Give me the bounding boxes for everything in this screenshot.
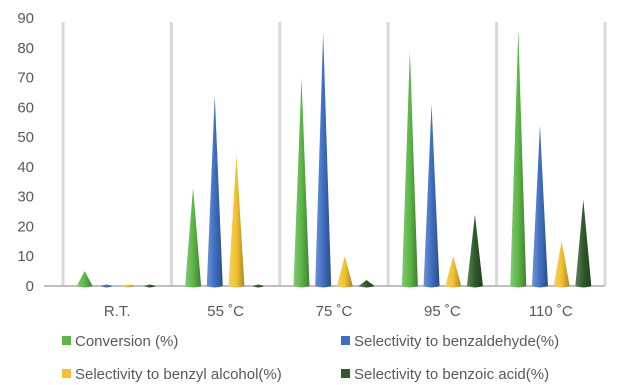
y-tick-label: 30: [17, 189, 34, 206]
cone-shape: [575, 199, 592, 288]
y-axis: 0 10 20 30 40 50 60 70 80 90: [17, 10, 34, 295]
cone-shape: [228, 154, 245, 288]
cone-shape: [76, 271, 93, 288]
cone-shape: [122, 284, 135, 288]
cone-shape: [510, 29, 527, 288]
cone-shape: [553, 241, 570, 288]
cone-shape: [401, 50, 418, 288]
cone-shape: [206, 95, 223, 288]
legend-label: Conversion (%): [75, 333, 178, 350]
cone-shape: [445, 256, 462, 288]
legend-swatch: [62, 336, 71, 345]
y-tick-label: 90: [17, 10, 34, 27]
y-tick-label: 60: [17, 99, 34, 116]
cone-bar: [206, 95, 223, 288]
cone-bar: [423, 104, 440, 288]
y-tick-label: 10: [17, 248, 34, 265]
cone-bar: [575, 199, 592, 288]
cone-shape: [315, 32, 332, 288]
y-tick-label: 20: [17, 218, 34, 235]
legend-item: Selectivity to benzyl alcohol(%): [62, 366, 282, 383]
y-tick-label: 70: [17, 70, 34, 87]
cone-bar: [122, 284, 135, 288]
cone-bar: [76, 271, 93, 288]
x-category-label: 110 ˚C: [529, 303, 573, 320]
x-category-label: R.T.: [104, 303, 131, 320]
cone-shape: [423, 104, 440, 288]
cone-bar: [510, 29, 527, 288]
legend-label: Selectivity to benzyl alcohol(%): [75, 366, 282, 383]
cone-bar: [143, 284, 156, 288]
x-category-label: 55 ˚C: [207, 303, 244, 320]
cone-shape: [466, 214, 483, 288]
cone-bar: [336, 256, 353, 288]
cone-shape: [358, 280, 375, 288]
x-category-label: 95 ˚C: [424, 303, 461, 320]
x-axis: R.T. 55 ˚C 75 ˚C 95 ˚C 110 ˚C: [104, 303, 573, 320]
legend-item: Selectivity to benzoic acid(%): [341, 366, 549, 383]
cone-bar: [358, 280, 375, 288]
cone-shape: [336, 256, 353, 288]
legend-swatch: [341, 336, 350, 345]
legend-item: Conversion (%): [62, 333, 178, 350]
cone-bar: [228, 154, 245, 288]
cone-shape: [293, 77, 310, 288]
cone-bar: [100, 284, 113, 288]
cone-bar: [401, 50, 418, 288]
legend-item: Selectivity to benzaldehyde(%): [341, 333, 559, 350]
cone-shape: [143, 284, 156, 288]
y-tick-label: 40: [17, 159, 34, 176]
y-tick-label: 0: [26, 278, 34, 295]
cone-bar: [466, 214, 483, 288]
cone-bar: [553, 241, 570, 288]
legend-swatch: [341, 369, 350, 378]
cone-shape: [531, 125, 548, 288]
cone-bar: [293, 77, 310, 288]
category-dividers: [61, 22, 607, 286]
legend-label: Selectivity to benzoic acid(%): [354, 366, 549, 383]
cone-shape: [252, 284, 265, 288]
y-tick-label: 50: [17, 129, 34, 146]
data-cones: [76, 29, 592, 288]
cone-bar: [531, 125, 548, 288]
x-category-label: 75 ˚C: [316, 303, 353, 320]
cone-bar: [315, 32, 332, 288]
cone-bar: [445, 256, 462, 288]
cone-bar: [252, 284, 265, 288]
cone-bar: [185, 187, 202, 288]
legend-label: Selectivity to benzaldehyde(%): [354, 333, 559, 350]
cone-shape: [185, 187, 202, 288]
y-tick-label: 80: [17, 40, 34, 57]
legend-swatch: [62, 369, 71, 378]
legend: Conversion (%) Selectivity to benzaldehyd…: [62, 333, 559, 383]
cone-shape: [100, 284, 113, 288]
